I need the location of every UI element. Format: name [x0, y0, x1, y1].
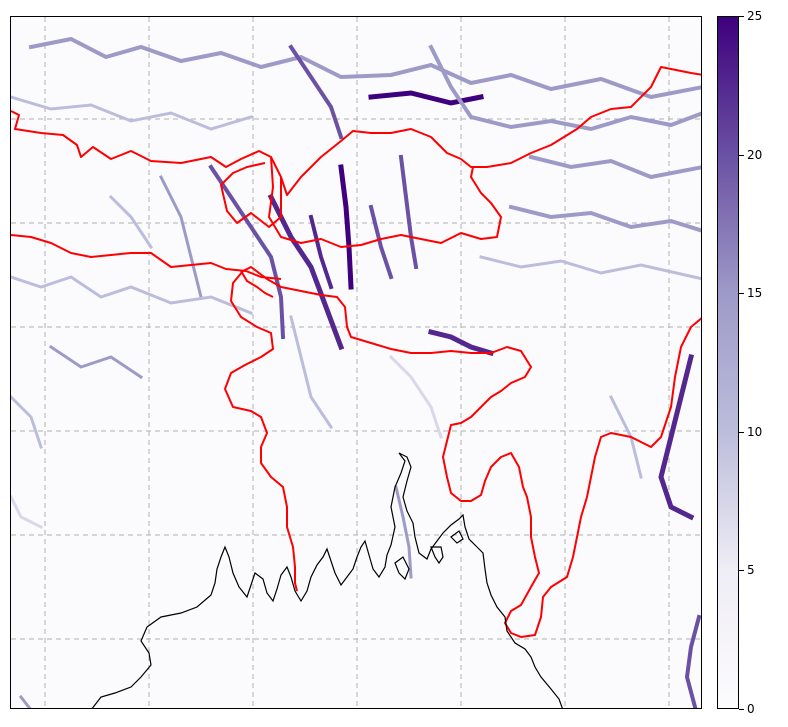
colorbar-label-20: 20	[747, 148, 763, 162]
map-panel[interactable]	[10, 16, 702, 709]
map-gridlines	[11, 17, 701, 708]
colorbar-tick-15	[739, 293, 744, 294]
coastline	[91, 452, 563, 708]
colorbar-tick-25	[739, 16, 744, 17]
colorbar-tick-20	[739, 155, 744, 156]
colorbar-label-5: 5	[747, 563, 755, 577]
colorbar-tick-0	[739, 709, 744, 710]
river-raster-layer	[11, 36, 701, 708]
colorbar-label-15: 15	[747, 286, 763, 300]
colorbar-tick-10	[739, 432, 744, 433]
colorbar-tick-5	[739, 570, 744, 571]
colorbar-label-25: 25	[747, 9, 763, 23]
country-borders	[11, 66, 701, 638]
colorbar-label-0: 0	[747, 702, 755, 716]
colorbar	[717, 16, 739, 709]
colorbar-label-10: 10	[747, 425, 763, 439]
map-canvas	[11, 17, 701, 708]
